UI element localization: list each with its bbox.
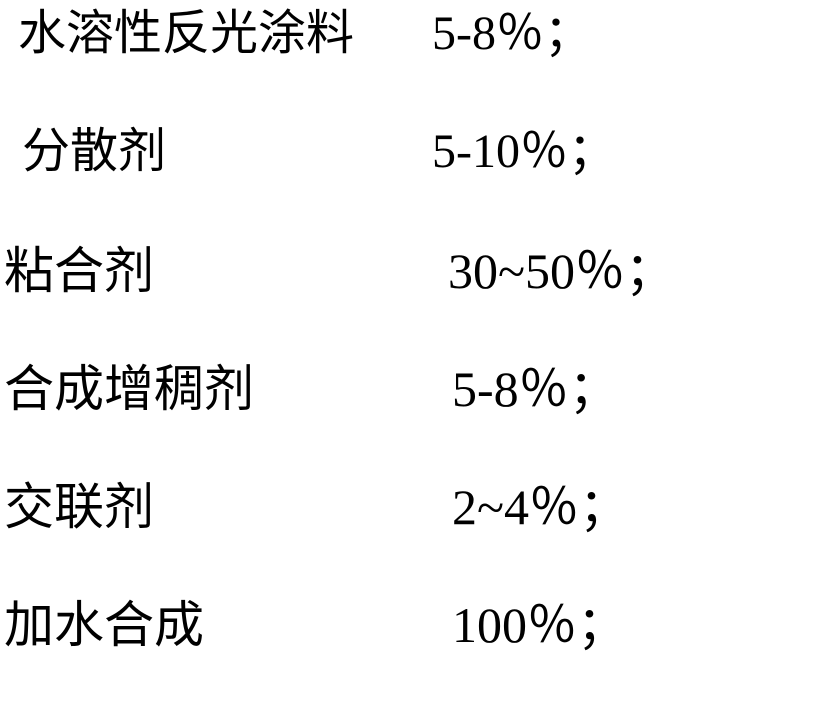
ingredient-value: 5-8％； (452, 364, 619, 414)
ingredient-label: 合成增稠剂 (4, 364, 254, 414)
ingredient-value: 5-8％； (432, 10, 592, 58)
composition-row: 粘合剂 30~50％； (0, 246, 814, 364)
ingredient-value: 100％； (452, 600, 627, 650)
ingredient-label: 分散剂 (22, 128, 166, 176)
composition-row: 交联剂 2~4％； (0, 482, 814, 600)
ingredient-label: 粘合剂 (4, 246, 154, 296)
ingredient-label: 加水合成 (4, 600, 204, 650)
composition-row: 分散剂 5-10％； (0, 128, 814, 246)
composition-row: 合成增稠剂 5-8％； (0, 364, 814, 482)
composition-table: 水溶性反光涂料 5-8％； 分散剂 5-10％； 粘合剂 30~50％； 合成增稠剂 5-8％… (0, 0, 814, 719)
composition-row: 水溶性反光涂料 5-8％； (0, 10, 814, 128)
ingredient-value: 2~4％； (452, 482, 629, 532)
ingredient-label: 交联剂 (4, 482, 154, 532)
composition-row: 加水合成 100％； (0, 600, 814, 718)
ingredient-value: 5-10％； (432, 128, 616, 176)
ingredient-value: 30~50％； (448, 246, 675, 296)
ingredient-label: 水溶性反光涂料 (18, 10, 354, 58)
